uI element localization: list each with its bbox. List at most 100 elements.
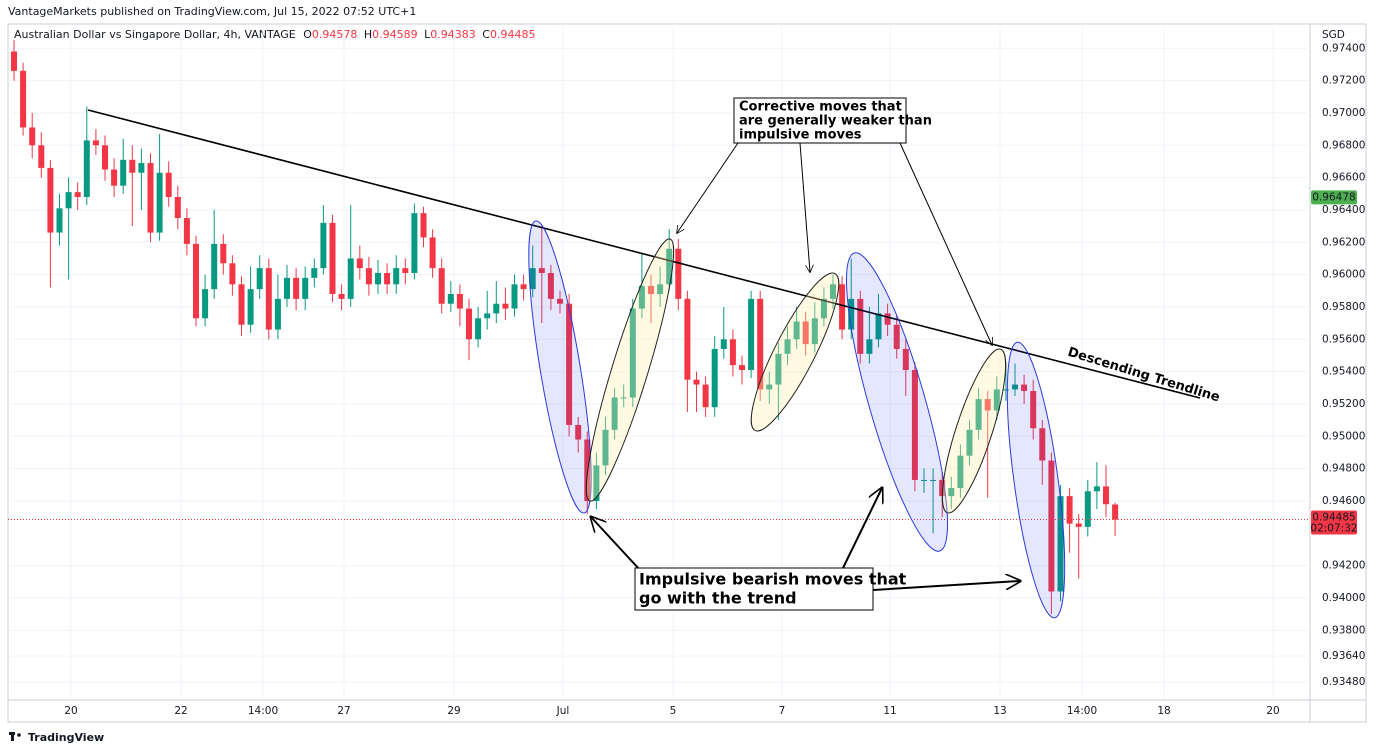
- candle-body: [720, 339, 727, 349]
- logo: TradingView: [9, 731, 104, 744]
- impulsive-text: go with the trend: [639, 589, 797, 608]
- y-tick-label: 0.96600: [1322, 172, 1365, 184]
- x-tick-label: 27: [337, 705, 350, 717]
- candle-body: [193, 243, 199, 319]
- y-tick-label: 0.97000: [1322, 107, 1365, 119]
- y-tick-label: 0.95200: [1322, 398, 1365, 410]
- candle-body: [1093, 486, 1100, 492]
- impulse-ellipse: [846, 252, 948, 552]
- candle-body: [593, 465, 600, 501]
- candle-body: [92, 140, 99, 146]
- candle-body: [302, 277, 309, 299]
- candle-body: [1021, 384, 1028, 392]
- candle-body: [611, 397, 618, 430]
- candle-body: [638, 285, 645, 309]
- candle-body: [575, 424, 582, 440]
- candle-body: [202, 289, 209, 319]
- candle-body: [702, 384, 709, 408]
- candle-body: [629, 308, 636, 398]
- candle-body: [930, 479, 937, 481]
- open-value: 0.94578: [312, 28, 358, 41]
- candle-body: [1002, 389, 1009, 391]
- candle-body: [902, 348, 909, 371]
- corrective-text: Corrective moves that: [739, 100, 902, 115]
- candle-body: [256, 268, 263, 290]
- y-tick-label: 0.96400: [1322, 204, 1365, 216]
- candle-body: [657, 284, 664, 295]
- candle-body: [11, 51, 17, 71]
- y-tick-label: 0.97200: [1322, 75, 1365, 87]
- y-tick-label: 0.97400: [1322, 42, 1365, 54]
- y-tick-label: 0.96800: [1322, 139, 1365, 151]
- corrective-ellipse: [750, 272, 840, 432]
- y-tick-label: 0.94200: [1322, 560, 1365, 572]
- candle-body: [939, 479, 946, 497]
- x-tick-label: 5: [670, 705, 677, 717]
- corrective-text: are generally weaker than: [739, 114, 932, 129]
- candle-body: [802, 321, 809, 345]
- candle-body: [320, 222, 327, 269]
- x-tick-label: Jul: [556, 705, 570, 717]
- x-tick-label: 29: [447, 705, 460, 717]
- candle-body: [365, 268, 372, 285]
- candle-body: [47, 167, 54, 233]
- candle-body: [438, 268, 445, 304]
- corrective-text: impulsive moves: [739, 128, 862, 143]
- candle-body: [857, 298, 864, 354]
- last-price-label: 0.94485: [1312, 512, 1355, 524]
- candle-body: [693, 379, 700, 385]
- candle-body: [102, 145, 108, 170]
- symbol: Australian Dollar vs Singapore Dollar, 4…: [14, 28, 296, 41]
- y-tick-label: 0.94600: [1322, 495, 1365, 507]
- candle-body: [183, 218, 190, 244]
- logo-mark: [11, 735, 14, 741]
- candle-body: [866, 339, 873, 354]
- logo-mark: [17, 733, 21, 737]
- candle-body: [975, 399, 982, 430]
- candle-body: [520, 284, 527, 290]
- candle-body: [65, 192, 72, 209]
- candle-body: [538, 268, 545, 273]
- candle-body: [466, 308, 472, 340]
- y-tick-label: 0.96200: [1322, 236, 1365, 248]
- candle-body: [675, 248, 682, 299]
- header: VantageMarkets published on TradingView.…: [8, 5, 416, 18]
- ohlc-letter: L: [424, 28, 431, 41]
- arrow: [799, 142, 810, 272]
- impulsive-box: [634, 567, 874, 611]
- x-tick-label: 20: [64, 705, 77, 717]
- candle-body: [493, 303, 500, 314]
- price-marker-tag: [1311, 190, 1357, 205]
- x-tick-label: 7: [779, 705, 786, 717]
- arrow: [899, 142, 992, 345]
- candle-body: [38, 145, 45, 168]
- candle-body: [1048, 460, 1055, 592]
- candle-body: [311, 268, 318, 278]
- candle-body: [393, 268, 400, 285]
- candle-body: [1084, 491, 1091, 527]
- arrow: [591, 517, 641, 571]
- candle-body: [138, 163, 145, 173]
- candle-body: [684, 298, 691, 380]
- candle-body: [375, 272, 381, 285]
- candle-body: [547, 272, 554, 299]
- candle-body: [620, 397, 627, 399]
- x-tick-label: 18: [1157, 705, 1170, 717]
- candle-body: [1057, 496, 1064, 592]
- candle-body: [893, 324, 900, 349]
- candle-body: [111, 169, 118, 186]
- candle-body: [1030, 391, 1037, 429]
- candle-body: [957, 455, 964, 489]
- candle-body: [1066, 496, 1073, 524]
- candle-body: [884, 313, 891, 325]
- y-tick-label: 0.93800: [1322, 624, 1365, 636]
- trendline: [87, 109, 1201, 399]
- x-tick-label: 11: [883, 705, 896, 717]
- arrow: [872, 581, 1020, 591]
- impulse-ellipse: [1006, 341, 1066, 619]
- candle-body: [729, 339, 736, 366]
- candle-body: [56, 208, 63, 233]
- y-tick-label: 0.93480: [1322, 676, 1365, 688]
- candle-body: [165, 172, 172, 198]
